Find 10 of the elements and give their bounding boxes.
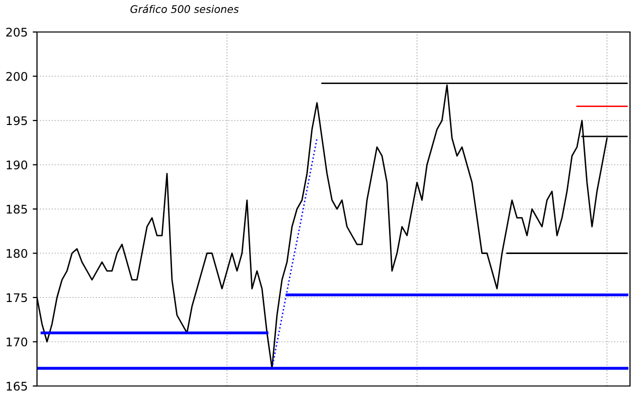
y-tick-label: 165: [6, 382, 27, 391]
y-tick-label: 175: [6, 293, 27, 302]
y-tick-label: 180: [6, 248, 28, 258]
chart-subtitle: Gráfico 500 sesiones: [130, 4, 239, 14]
y-tick-label: 190: [6, 160, 28, 170]
y-tick-label: 200: [6, 72, 28, 81]
y-tick-label: 195: [6, 116, 27, 126]
y-tick-label: 185: [6, 204, 27, 214]
y-tick-label: 205: [6, 28, 27, 37]
y-tick-label: 170: [6, 337, 28, 346]
